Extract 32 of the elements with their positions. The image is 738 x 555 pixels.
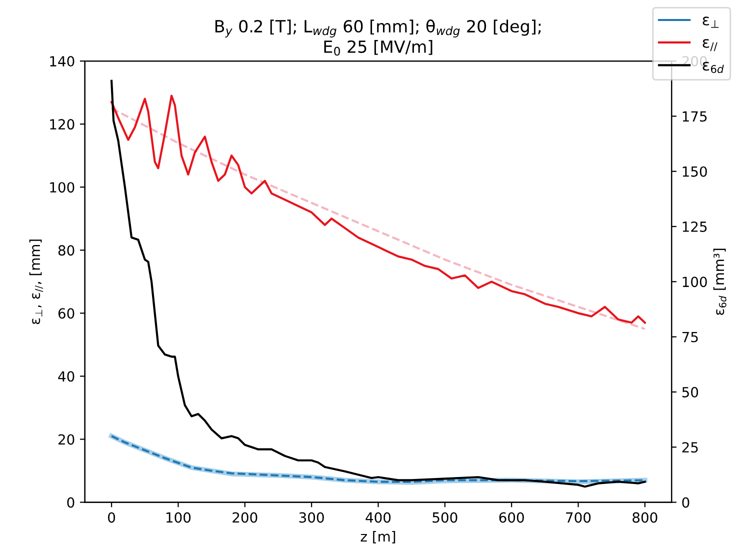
y2-tick-label: 75 [682, 332, 698, 342]
y2-axis-title: ε$_{6d}$ [mm³] [713, 248, 726, 315]
y2-tick-label: 100 [682, 276, 707, 288]
x-tick-label: 100 [166, 512, 191, 523]
x-tick-label: 500 [432, 512, 458, 523]
x-axis-title: z [m] [360, 530, 396, 544]
y-tick-label: 60 [58, 308, 74, 319]
line-series [110, 80, 646, 488]
x-tick-label: 800 [632, 512, 658, 523]
y2-tick-label: 0 [682, 497, 690, 508]
chart-title: B$_{y}$ 0.2 [T]; L$_{wdg}$ 60 [mm]; θ$_{wdg}$ 20 [deg]; E$_{0}$ 25 [MV/m] [215, 20, 541, 56]
x-tick-label: 400 [366, 512, 391, 523]
y-tick-label: 0 [67, 497, 74, 508]
y-tick-label: 140 [50, 56, 74, 67]
y2-tick-label: 175 [682, 111, 707, 122]
y2-tick-label: 125 [682, 221, 707, 232]
x-tick-label: 0 [108, 512, 116, 523]
y-tick-label: 120 [50, 119, 74, 130]
y-tick-label: 20 [58, 434, 74, 445]
x-tick-label: 300 [299, 512, 324, 523]
y-tick-label: 80 [58, 245, 74, 256]
y2-tick-label: 150 [682, 166, 707, 177]
x-tick-label: 700 [566, 512, 591, 523]
legend-label: ε$_{⊥}$ [702, 16, 719, 28]
y-axis-title: ε$_{⊥}$, ε$_{//}$, [mm] [29, 240, 44, 324]
y-tick-label: 100 [50, 182, 74, 193]
x-tick-label: 600 [499, 512, 524, 523]
y2-tick-label: 25 [682, 442, 698, 453]
y-tick-label: 40 [58, 371, 74, 382]
legend-label: ε$_{//}$ [702, 39, 718, 52]
x-tick-label: 200 [232, 512, 258, 523]
y2-tick-label: 50 [682, 386, 698, 398]
